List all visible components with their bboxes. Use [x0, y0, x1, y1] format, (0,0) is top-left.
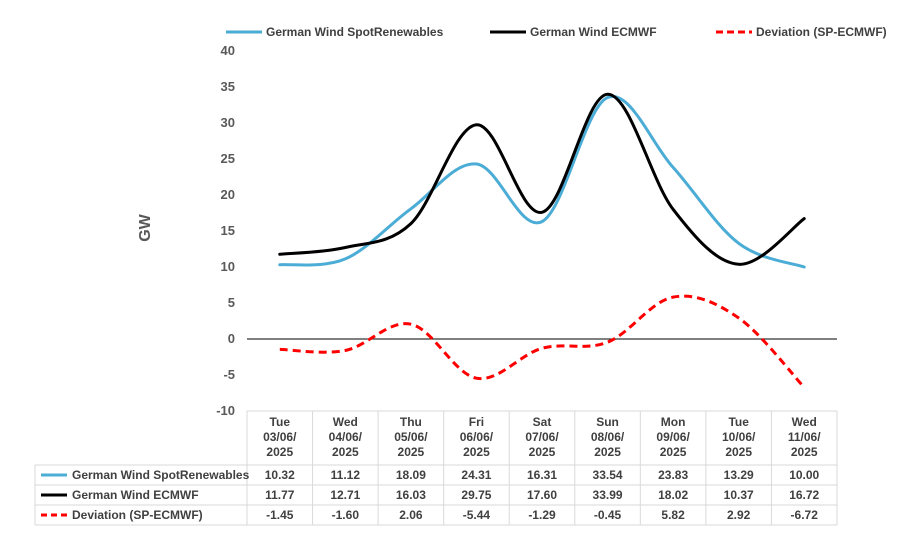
category-label: Tue 03/06/2025	[263, 415, 297, 459]
table-cell-value: 16.72	[789, 488, 819, 502]
y-axis-ticks: -10 -5 0 5 10 15 20 25 30 35 40	[216, 43, 235, 418]
table-cell-value: 10.37	[724, 488, 754, 502]
table-cell-value: 16.31	[527, 468, 557, 482]
y-tick-label: 35	[221, 79, 235, 94]
table-cell-value: 10.00	[789, 468, 819, 482]
y-tick-label: 40	[221, 43, 235, 58]
category-label: Mon 09/06/2025	[656, 415, 690, 459]
category-label: Thu 05/06/2025	[394, 415, 428, 459]
table-cell-value: 10.32	[265, 468, 295, 482]
table-cell-value: -1.45	[266, 508, 294, 522]
table-cell-value: 29.75	[461, 488, 491, 502]
category-label: Wed 04/06/2025	[329, 415, 363, 459]
y-tick-label: -5	[223, 367, 235, 382]
y-tick-label: 0	[228, 331, 235, 346]
y-tick-label: 30	[221, 115, 235, 130]
table-cell-value: 5.82	[661, 508, 685, 522]
data-table: Tue 03/06/2025 Wed 04/06/2025 Thu 05/06/2025 F…	[34, 410, 838, 526]
table-cell-value: 2.06	[399, 508, 423, 522]
y-tick-label: 25	[221, 151, 235, 166]
y-axis-label: GW	[137, 213, 154, 241]
y-tick-label: 20	[221, 187, 235, 202]
table-cell-value: 23.83	[658, 468, 688, 482]
table-cell-value: -5.44	[463, 508, 491, 522]
legend-label-2: Deviation (SP-ECMWF)	[756, 25, 887, 39]
table-cell-value: -6.72	[791, 508, 819, 522]
table-cell-value: 17.60	[527, 488, 557, 502]
y-tick-label: -10	[216, 403, 235, 418]
table-row-label: Deviation (SP-ECMWF)	[72, 508, 203, 522]
table-cell-value: 12.71	[330, 488, 360, 502]
table-cell-value: 18.02	[658, 488, 688, 502]
y-tick-label: 10	[221, 259, 235, 274]
series-line-2	[279, 294, 806, 389]
table-cell-value: 33.99	[593, 488, 623, 502]
table-cell-value: -1.60	[332, 508, 360, 522]
category-label: Fri 06/06/2025	[460, 415, 494, 459]
legend: German Wind SpotRenewables German Wind EC…	[226, 25, 887, 39]
y-tick-label: 5	[228, 295, 235, 310]
table-row-label: German Wind SpotRenewables	[72, 468, 250, 482]
table-cell-value: 16.03	[396, 488, 426, 502]
table-cell-value: 11.77	[265, 488, 295, 502]
legend-label-0: German Wind SpotRenewables	[266, 25, 444, 39]
table-cell-value: -0.45	[594, 508, 622, 522]
table-row-label: German Wind ECMWF	[72, 488, 199, 502]
table-cell-value: -1.29	[528, 508, 556, 522]
table-cell-value: 11.12	[331, 468, 361, 482]
table-cell-value: 33.54	[593, 468, 623, 482]
category-label: Wed 11/06/2025	[788, 415, 821, 459]
table-cell-value: 18.09	[396, 468, 426, 482]
table-cell-value: 2.92	[727, 508, 751, 522]
category-label: Tue 10/06/2025	[722, 415, 756, 459]
series-line-0	[278, 95, 806, 269]
table-cell-value: 24.31	[461, 468, 491, 482]
y-tick-label: 15	[221, 223, 235, 238]
table-cell-value: 13.29	[724, 468, 754, 482]
category-label: Sat 07/06/2025	[525, 415, 559, 459]
series-lines	[278, 92, 806, 389]
category-label: Sun 08/06/2025	[591, 415, 625, 459]
series-line-1	[278, 92, 806, 266]
legend-label-1: German Wind ECMWF	[530, 25, 657, 39]
